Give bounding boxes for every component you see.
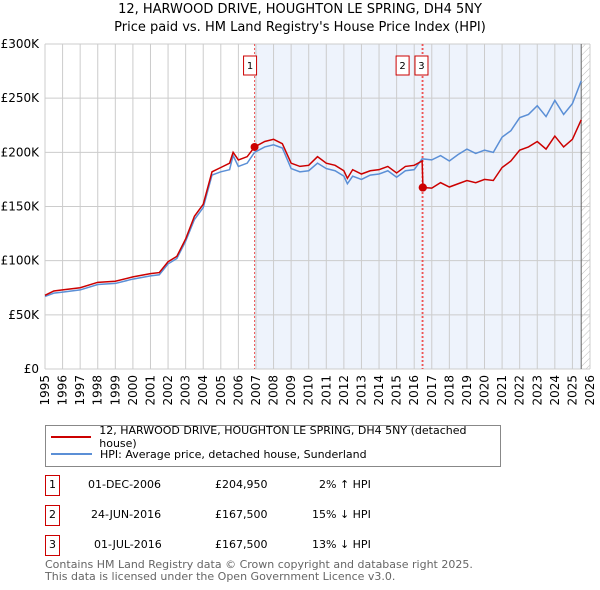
- x-tick-label: 2007: [249, 375, 263, 406]
- x-tick-label: 2005: [214, 375, 228, 406]
- y-tick-label: £100K: [1, 254, 41, 268]
- transaction-marker: 2: [45, 505, 60, 526]
- transaction-marker: 3: [45, 535, 60, 556]
- x-tick-label: 2004: [196, 375, 210, 406]
- transaction-marker: 1: [45, 475, 60, 496]
- x-tick-label: 2011: [319, 375, 333, 406]
- x-tick-label: 2026: [583, 375, 597, 406]
- legend-property: 12, HARWOOD DRIVE, HOUGHTON LE SPRING, D…: [99, 424, 467, 450]
- transaction-hpi: 13% ↓ HPI: [312, 538, 371, 551]
- transaction-date: 01-JUL-2016: [94, 538, 162, 551]
- y-tick-label: £200K: [1, 145, 41, 159]
- footer-line-1: Contains HM Land Registry data © Crown c…: [45, 558, 473, 571]
- x-tick-label: 2024: [548, 375, 562, 406]
- footer: Contains HM Land Registry data © Crown c…: [45, 559, 473, 583]
- x-tick-label: 2003: [179, 375, 193, 406]
- x-tick-label: 2017: [425, 375, 439, 406]
- transaction-price: £167,500: [215, 538, 268, 551]
- legend: 12, HARWOOD DRIVE, HOUGHTON LE SPRING, D…: [45, 424, 501, 467]
- sale-marker-box: [414, 55, 429, 76]
- x-tick-label: 1997: [73, 375, 87, 406]
- x-tick-label: 2000: [126, 375, 140, 406]
- y-tick-label: £0: [24, 362, 39, 376]
- sale-marker-box: [243, 55, 258, 76]
- x-tick-label: 2016: [407, 375, 421, 406]
- transaction-date: 01-DEC-2006: [88, 478, 162, 491]
- series-line: [44, 119, 582, 297]
- x-tick-label: 2022: [513, 375, 527, 406]
- x-tick-label: 1996: [56, 375, 70, 406]
- sale-marker-label: 3: [418, 61, 424, 72]
- x-tick-label: 2009: [284, 375, 298, 406]
- footer-line-2: This data is licensed under the Open Gov…: [45, 570, 396, 583]
- x-tick-label: 2012: [337, 375, 351, 406]
- transaction-price: £167,500: [215, 508, 268, 521]
- x-tick-label: 2010: [302, 375, 316, 406]
- sale-marker-box: [395, 55, 410, 76]
- x-tick-label: 1995: [38, 375, 52, 406]
- legend-blue-line: [51, 453, 92, 455]
- x-tick-label: 2013: [354, 375, 368, 406]
- x-tick-label: 2008: [267, 375, 281, 406]
- y-tick-label: £250K: [1, 91, 41, 105]
- transaction-row: 2 24-JUN-2016 £167,500 15% ↓ HPI: [45, 505, 545, 526]
- x-tick-label: 2006: [231, 375, 245, 406]
- x-tick-label: 2014: [372, 375, 386, 406]
- sale-marker-label: 1: [247, 61, 253, 72]
- x-tick-label: 2019: [460, 375, 474, 406]
- x-tick-label: 2018: [442, 375, 456, 406]
- legend-red-line: [51, 436, 92, 438]
- y-tick-label: £300K: [1, 37, 41, 51]
- y-tick-label: £150K: [1, 200, 41, 214]
- x-tick-label: 2021: [495, 375, 509, 406]
- x-tick-label: 2025: [565, 375, 579, 406]
- series-line: [44, 80, 582, 298]
- x-tick-label: 1998: [91, 375, 105, 406]
- sale-point: [418, 183, 427, 192]
- x-tick-label: 2001: [143, 375, 157, 406]
- x-tick-label: 2002: [161, 375, 175, 406]
- sale-point: [250, 142, 259, 151]
- transaction-price: £204,950: [215, 478, 268, 491]
- chart-title: 12, HARWOOD DRIVE, HOUGHTON LE SPRING, D…: [118, 2, 482, 17]
- transaction-hpi: 2% ↑ HPI: [319, 478, 371, 491]
- y-tick-label: £50K: [8, 308, 40, 322]
- legend-hpi: HPI: Average price, detached house, Sund…: [100, 447, 367, 461]
- transaction-date: 24-JUN-2016: [91, 508, 162, 521]
- transaction-hpi: 15% ↓ HPI: [312, 508, 371, 521]
- x-tick-label: 2015: [390, 375, 404, 406]
- chart-subtitle: Price paid vs. HM Land Registry's House …: [114, 20, 486, 35]
- transaction-row: 1 01-DEC-2006 £204,950 2% ↑ HPI: [45, 475, 545, 496]
- x-tick-label: 1999: [108, 375, 122, 406]
- transaction-row: 3 01-JUL-2016 £167,500 13% ↓ HPI: [45, 535, 545, 556]
- x-tick-label: 2023: [530, 375, 544, 406]
- sale-marker-label: 2: [399, 61, 405, 72]
- x-tick-label: 2020: [478, 375, 492, 406]
